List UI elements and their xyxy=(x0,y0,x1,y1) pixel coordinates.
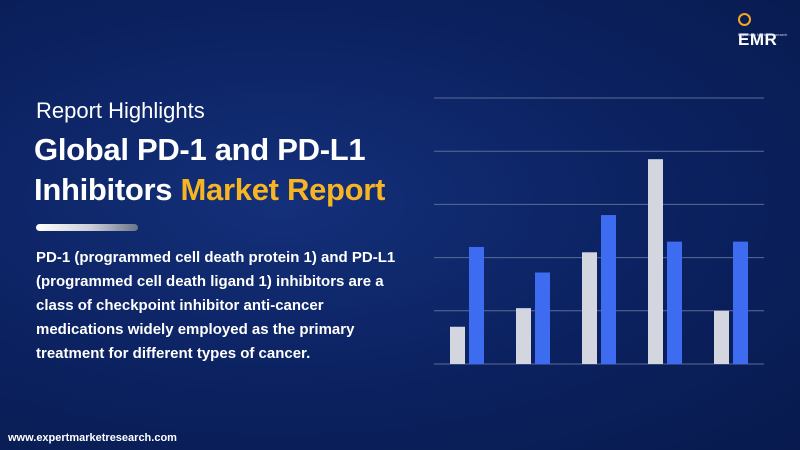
grey-bar xyxy=(450,326,465,364)
logo-text: EMR xyxy=(738,30,778,49)
title-line-2-plain: Inhibitors xyxy=(34,172,181,207)
decorative-bar-chart xyxy=(434,97,764,365)
blue-bar xyxy=(733,241,748,364)
title-line-1: Global PD-1 and PD-L1 xyxy=(34,132,366,167)
emr-logo[interactable]: EMR Experts in Market Research xyxy=(738,8,788,49)
title-divider xyxy=(36,224,138,231)
report-title: Global PD-1 and PD-L1 Inhibitors Market … xyxy=(34,130,424,210)
report-subtitle: Report Highlights xyxy=(36,98,205,123)
report-description: PD-1 (programmed cell death protein 1) a… xyxy=(36,249,396,362)
logo-mark: EMR xyxy=(738,10,788,49)
logo-tagline: Experts in Market Research xyxy=(738,32,788,37)
website-link[interactable]: www.expertmarketresearch.com xyxy=(8,432,177,444)
logo-ring-icon xyxy=(738,13,751,26)
grey-bar xyxy=(648,159,663,364)
blue-bar xyxy=(667,241,682,364)
grey-bar xyxy=(714,310,729,364)
blue-bar xyxy=(535,272,550,364)
blue-bar xyxy=(469,246,484,364)
blue-bar xyxy=(601,215,616,364)
grey-bar xyxy=(582,252,597,364)
title-line-2-accent: Market Report xyxy=(180,172,386,207)
grey-bar xyxy=(516,308,531,364)
